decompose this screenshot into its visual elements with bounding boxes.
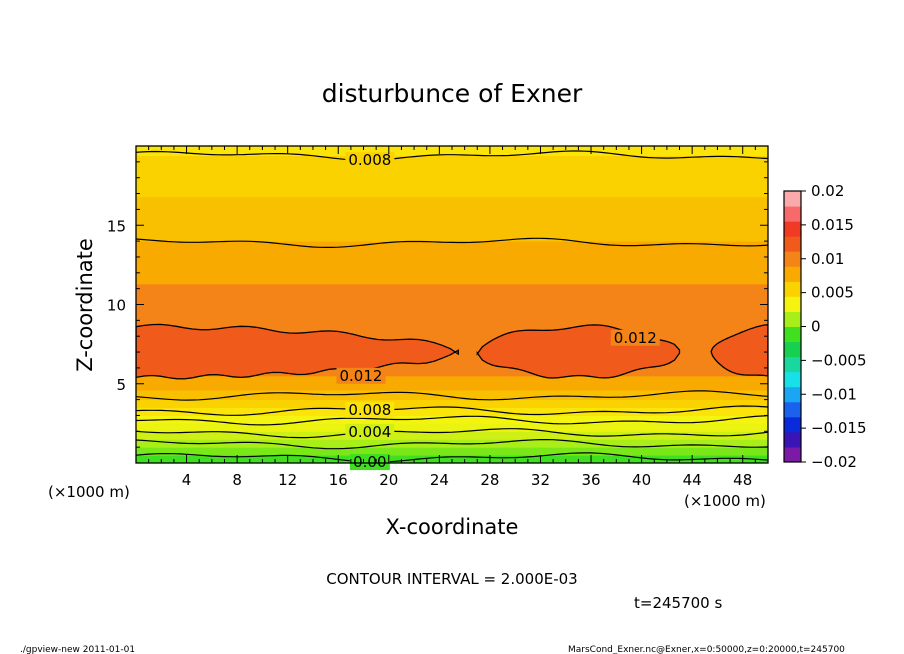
contour-label-7-bg [345, 152, 395, 169]
colorbar-tick-label-5: −0.005 [811, 351, 867, 369]
contour-band-8 [136, 390, 768, 401]
contour-label-2-bg [345, 423, 395, 440]
colorbar-tick-label-6: −0.01 [811, 385, 857, 403]
contour-line-6 [136, 237, 768, 248]
colorbar-segment-1 [784, 431, 801, 448]
y-tick-label-2: 15 [107, 217, 126, 235]
x-axis-label: X-coordinate [386, 515, 519, 539]
colorbar-segment-10 [784, 296, 801, 312]
colorbar-tick-label-8: −0.02 [811, 453, 857, 471]
colorbar-segment-15 [784, 221, 801, 237]
colorbar-segment-9 [784, 311, 801, 327]
x-unit-label-right: (×1000 m) [684, 492, 766, 510]
colorbar-segment-8 [784, 326, 801, 343]
colorbar-tick-label-4: 0 [811, 318, 821, 336]
x-tick-label-11: 48 [733, 471, 752, 489]
contour-band-13 [136, 155, 768, 198]
contour-line-7 [136, 150, 768, 161]
footer-left: ./gpview-new 2011-01-01 [20, 645, 135, 654]
colorbar-tick-label-3: 0.005 [811, 284, 854, 302]
contour-labels: 0.00 0.004 0.008 0.008 0.012 0.012 [336, 151, 660, 471]
contour-label-4-bg [345, 401, 395, 418]
x-tick-label-1: 8 [232, 471, 242, 489]
x-tick-label-4: 20 [379, 471, 398, 489]
x-unit-label-left: (×1000 m) [48, 483, 130, 501]
y-tick-label-0: 5 [116, 376, 126, 394]
high-region-0 [136, 323, 459, 380]
colorbar-tick-label-2: 0.01 [811, 250, 844, 268]
region-label-0: 0.012 [340, 367, 383, 385]
colorbar-segment-2 [784, 416, 801, 433]
x-tick-label-7: 32 [531, 471, 550, 489]
x-tick-label-2: 12 [278, 471, 297, 489]
y-tick-label-1: 10 [107, 297, 126, 315]
y-axis-label: Z-coordinate [73, 238, 97, 372]
contour-line-5 [136, 390, 768, 401]
chart-title: disturbunce of Exner [322, 79, 583, 108]
x-tick-label-9: 40 [632, 471, 651, 489]
colorbar-segment-17 [784, 191, 801, 207]
contour-label-2: 0.004 [348, 423, 391, 441]
footer-right: MarsCond_Exner.nc@Exner,x=0:50000,z=0:20… [568, 645, 845, 654]
region-label-0-bg [336, 367, 386, 384]
contour-band-11 [136, 241, 768, 285]
contour-line-4 [136, 405, 768, 416]
colorbar-segment-12 [784, 266, 801, 282]
contour-line-0 [136, 452, 768, 463]
contour-band-1 [136, 447, 768, 456]
colorbar-tick-labels: 0.02 0.015 0.01 0.005 0 −0.005 −0.01 −0.015 −0.0… [801, 182, 867, 471]
contour-band-14 [136, 146, 768, 157]
colorbar-segment-13 [784, 251, 801, 267]
colorbar-tick-label-0: 0.02 [811, 182, 844, 200]
x-tick-label-6: 28 [480, 471, 499, 489]
contour-label-0: 0.00 [353, 453, 386, 471]
time-label: t=245700 s [634, 594, 722, 612]
contour-line-1 [136, 439, 768, 450]
colorbar-tick-label-7: −0.015 [811, 419, 867, 437]
region-label-1: 0.012 [614, 329, 657, 347]
colorbar-segment-6 [784, 356, 801, 373]
contour-label-7: 0.008 [348, 151, 391, 169]
colorbar-segment-11 [784, 281, 801, 297]
x-tick-label-0: 4 [182, 471, 192, 489]
contour-band-3 [136, 431, 768, 440]
contour-band-4 [136, 423, 768, 432]
contour-band-12 [136, 196, 768, 242]
colorbar-segment-16 [784, 206, 801, 222]
x-tick-label-3: 16 [329, 471, 348, 489]
colorbar-segment-7 [784, 341, 801, 358]
colorbar-segment-4 [784, 386, 801, 403]
contour-interval-text: CONTOUR INTERVAL = 2.000E-03 [326, 570, 577, 588]
colorbar-segment-0 [784, 446, 801, 463]
contour-line-2 [136, 428, 768, 439]
contour-label-4: 0.008 [348, 401, 391, 419]
colorbar-tick-label-1: 0.015 [811, 216, 854, 234]
x-tick-label-5: 24 [430, 471, 449, 489]
colorbar-segment-14 [784, 236, 801, 252]
colorbar-segment-5 [784, 371, 801, 388]
region-label-1-bg [610, 329, 660, 346]
colorbar [783, 190, 802, 463]
contour-label-0-bg [349, 454, 390, 471]
contour-line-3 [136, 415, 768, 426]
contour-band-9 [136, 375, 768, 391]
contour-lines [136, 150, 768, 463]
x-tick-label-8: 36 [581, 471, 600, 489]
y-axis-ticks: 5 10 15 [107, 145, 768, 464]
x-tick-label-10: 44 [683, 471, 702, 489]
colorbar-segment-3 [784, 401, 801, 418]
contour-band-7 [136, 399, 768, 409]
x-axis-ticks: 4 8 12 16 20 24 28 32 36 40 44 48 [135, 146, 769, 489]
contour-band-5 [136, 415, 768, 424]
contour-band-6 [136, 407, 768, 416]
high-region-2 [710, 324, 768, 377]
